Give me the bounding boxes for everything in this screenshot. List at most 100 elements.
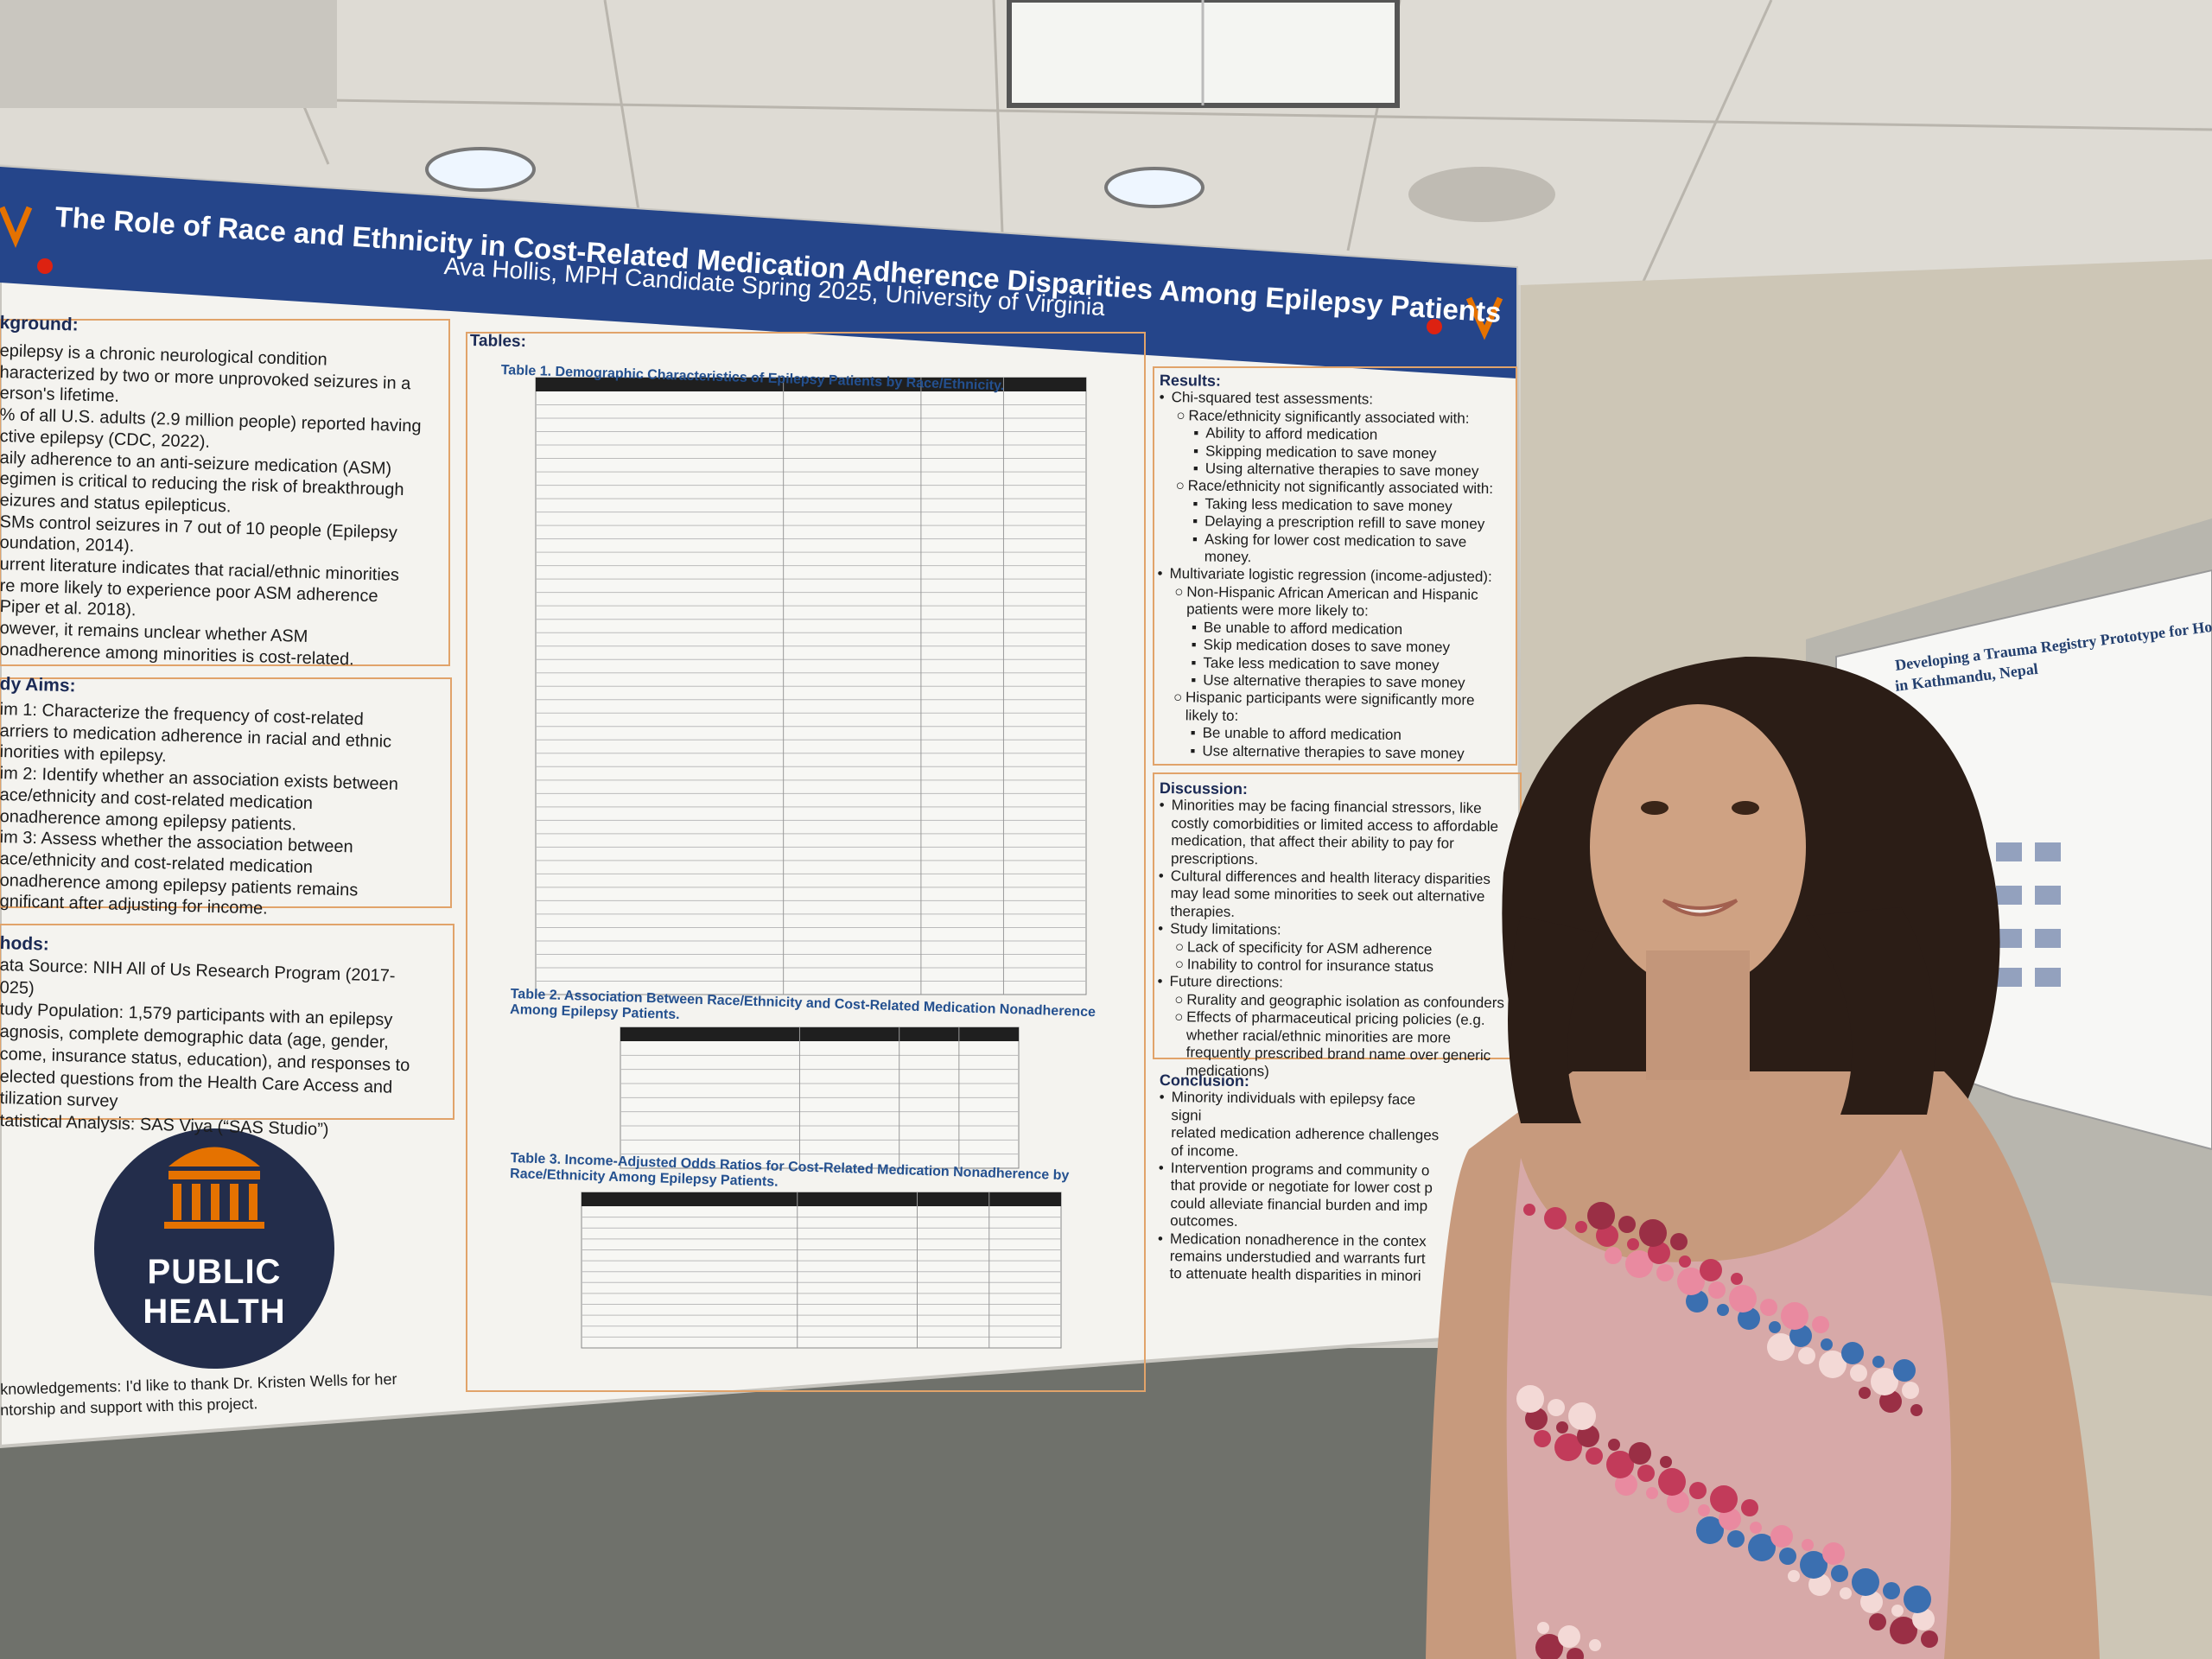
flower	[1852, 1568, 1879, 1596]
flower	[1748, 1534, 1776, 1561]
logo-text: HEALTH	[143, 1293, 286, 1331]
logo-circle	[94, 1128, 334, 1369]
logo-building	[164, 1147, 264, 1229]
flower	[1741, 1499, 1758, 1516]
flower	[1904, 1586, 1931, 1613]
flower	[1921, 1630, 1938, 1648]
flower	[1729, 1285, 1757, 1313]
flower	[1727, 1530, 1745, 1548]
flower	[1525, 1408, 1548, 1430]
flower	[1658, 1468, 1686, 1496]
flower	[1627, 1238, 1639, 1250]
flower	[1860, 1591, 1883, 1613]
flower	[1812, 1316, 1829, 1333]
flower	[1523, 1204, 1535, 1216]
flower	[1544, 1207, 1567, 1230]
logo-text: PUBLIC	[147, 1253, 282, 1291]
section: Results: • Chi-squared test assessments: ○ R…	[1155, 372, 1514, 763]
flower	[1767, 1333, 1795, 1361]
flower	[1648, 1242, 1670, 1264]
flower	[1686, 1290, 1708, 1313]
flower	[1779, 1548, 1796, 1565]
face	[1590, 704, 1806, 989]
dress	[1506, 1149, 1952, 1659]
flower	[1798, 1347, 1815, 1364]
flower	[1537, 1622, 1549, 1634]
flower	[1822, 1542, 1845, 1565]
section-heading: kground:	[0, 313, 79, 335]
flower	[1750, 1522, 1762, 1534]
flower	[1637, 1465, 1655, 1482]
flower	[1618, 1216, 1636, 1233]
flower	[1575, 1221, 1587, 1233]
flower	[1605, 1247, 1622, 1264]
uva-logo	[0, 206, 33, 249]
flower	[1589, 1639, 1601, 1651]
flower	[1859, 1387, 1871, 1399]
flower	[1596, 1224, 1618, 1247]
poster-text: erson's lifetime.	[0, 384, 120, 407]
flower	[1719, 1508, 1741, 1530]
flower	[1800, 1551, 1827, 1579]
poster-text: 025)	[0, 977, 35, 998]
flower	[1760, 1299, 1777, 1316]
flower	[1679, 1255, 1691, 1268]
flower	[1567, 1648, 1584, 1659]
poster-text: • Minority individuals with epilepsy face…	[1159, 1089, 1416, 1124]
side-poster-boxes	[1996, 842, 2061, 987]
flower	[1568, 1402, 1596, 1430]
speaker	[1408, 167, 1555, 222]
flower	[1535, 1634, 1563, 1659]
poster-text: oundation, 2014).	[0, 533, 135, 556]
ceiling-tiles	[0, 0, 2212, 285]
flower	[1587, 1202, 1615, 1230]
flower	[1883, 1582, 1900, 1599]
flower	[1698, 1504, 1710, 1516]
flower	[1788, 1570, 1800, 1582]
flower	[1586, 1447, 1603, 1465]
flower	[1677, 1268, 1705, 1295]
poster-banner	[0, 167, 1516, 378]
flower	[1893, 1359, 1916, 1382]
flower	[1910, 1404, 1923, 1416]
section-heading: Tables:	[469, 332, 527, 352]
flower	[1516, 1385, 1544, 1413]
flower	[1819, 1351, 1847, 1378]
poster-text: • Cultural differences and health literac…	[1158, 868, 1491, 920]
flower	[1629, 1442, 1651, 1465]
flower	[1869, 1613, 1886, 1630]
vent	[0, 0, 337, 108]
dress-pattern	[1516, 1202, 1938, 1659]
section-heading: hods:	[0, 933, 50, 955]
downlight	[1104, 167, 1205, 208]
flower	[1708, 1281, 1726, 1299]
flower	[1738, 1307, 1760, 1330]
flower	[1700, 1259, 1722, 1281]
flower	[1831, 1565, 1848, 1582]
flower	[1667, 1491, 1689, 1513]
flower	[1608, 1439, 1620, 1451]
flower	[1689, 1482, 1707, 1499]
poster-text: Piper et al. 2018).	[0, 597, 137, 620]
flower	[1556, 1421, 1568, 1433]
flower	[1840, 1587, 1852, 1599]
poster-text: ○ Hispanic participants were significantl…	[1173, 689, 1475, 724]
flower	[1841, 1342, 1864, 1364]
flower	[1606, 1451, 1634, 1478]
flower	[1821, 1338, 1833, 1351]
section-heading: dy Aims:	[0, 674, 76, 696]
table-header	[582, 1192, 1061, 1206]
flower	[1781, 1302, 1808, 1330]
flower	[1558, 1625, 1580, 1648]
table-header	[620, 1027, 1019, 1041]
flower	[1534, 1430, 1551, 1447]
flower	[1577, 1425, 1599, 1447]
flower	[1902, 1382, 1919, 1399]
section: Conclusion: • Minority individuals with ep…	[1157, 1071, 1445, 1286]
flower	[1731, 1273, 1743, 1285]
flower	[1696, 1516, 1724, 1544]
flower	[1639, 1219, 1667, 1247]
flower	[1710, 1485, 1738, 1513]
